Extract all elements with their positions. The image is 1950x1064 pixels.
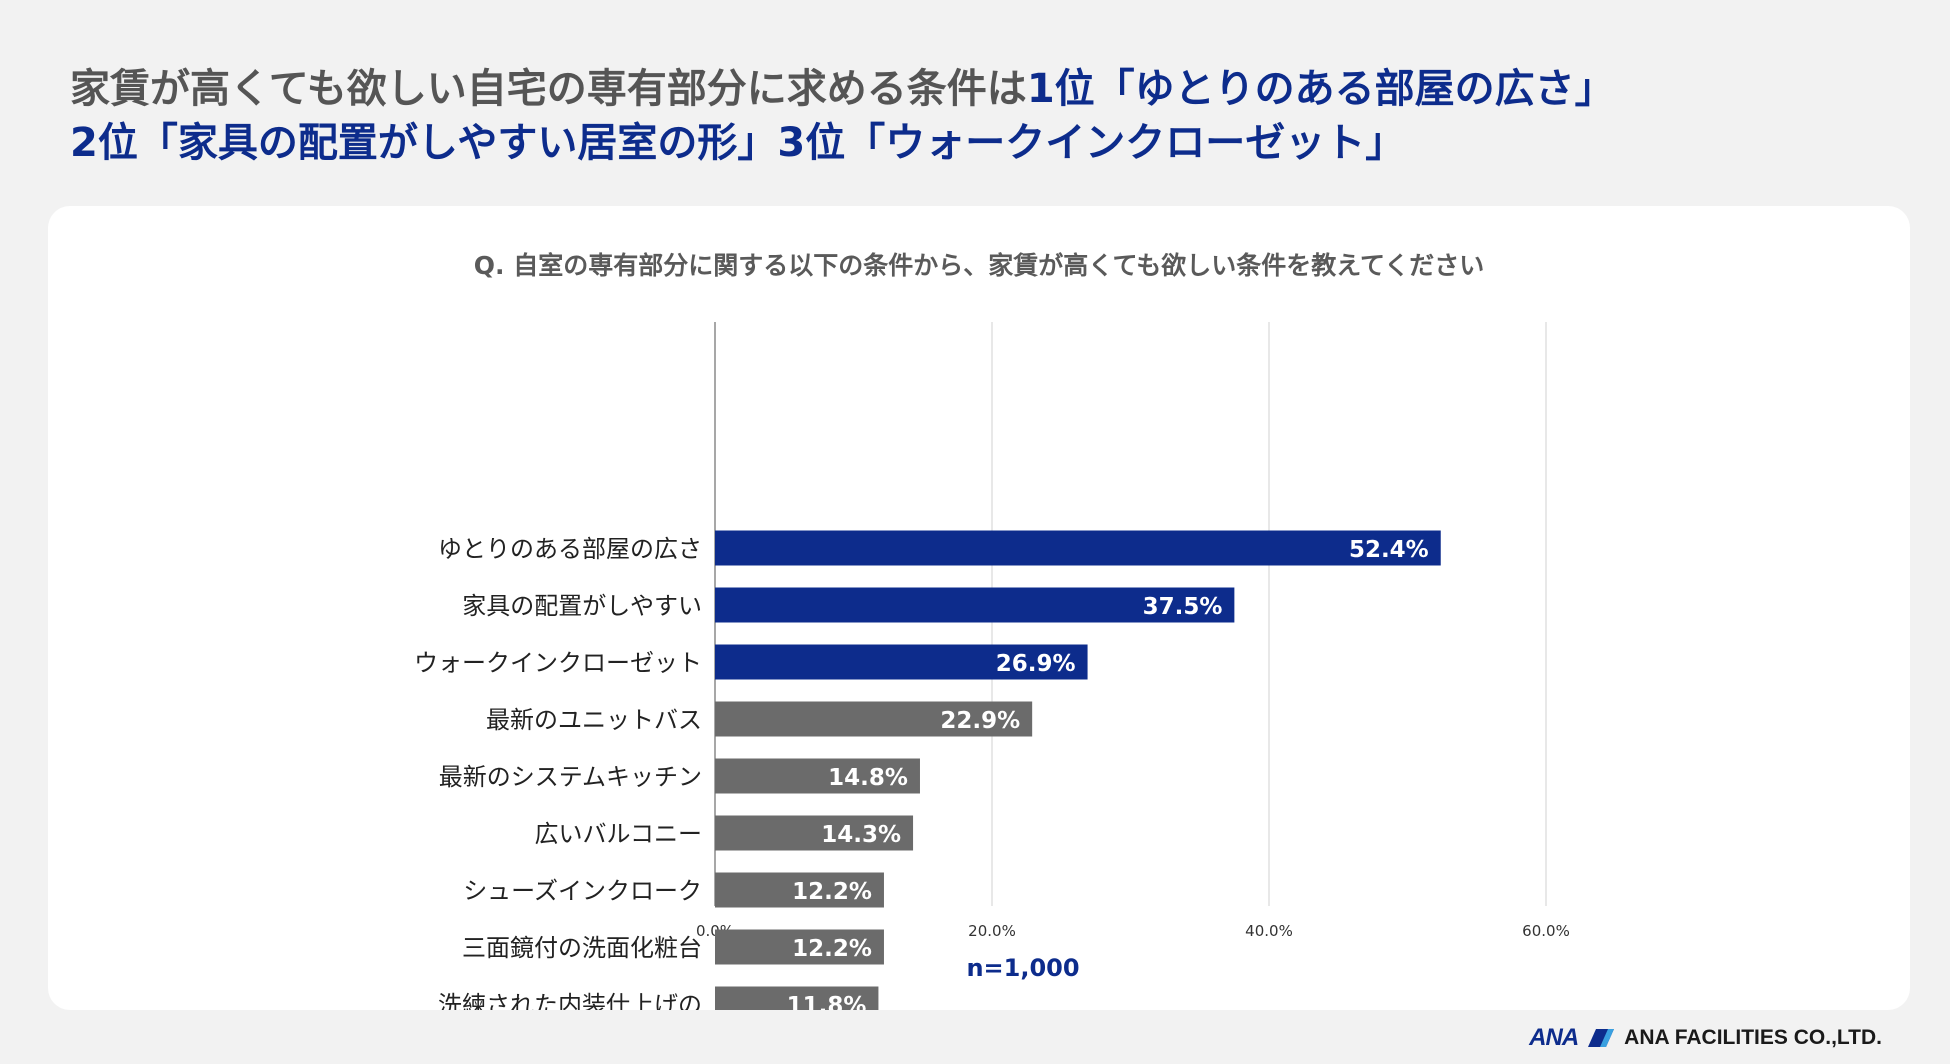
chart-card: Q. 自室の専有部分に関する以下の条件から、家賃が高くても欲しい条件を教えてくだ… [48,206,1910,1010]
bar [715,815,914,851]
bar-chart: 0.0%20.0%40.0%60.0%ゆとりのある部屋の広さ52.4%家具の配置… [414,322,1570,1010]
bar [715,701,1033,737]
value-label: 26.9% [996,651,1076,677]
category-label: ウォークインクローゼット [414,649,702,677]
bar [715,530,1441,566]
category-label: 三面鏡付の洗面化粧台 [462,934,702,962]
headline: 家賃が高くても欲しい自宅の専有部分に求める条件は1位「ゆとりのある部屋の広さ」 … [70,62,1890,170]
value-label: 14.3% [821,822,901,848]
headline-line-2: 2位「家具の配置がしやすい居室の形」3位「ウォークインクローゼット」 [70,120,1406,166]
category-label: 洗練された内装仕上げの [438,991,702,1010]
x-tick-label: 40.0% [1245,922,1293,940]
value-label: 52.4% [1349,537,1429,563]
value-label: 11.8% [787,993,867,1010]
company-logo: ANA ANA FACILITIES CO.,LTD. [1529,1024,1882,1052]
category-label: シューズインクローク [463,877,702,905]
ana-stripe-icon [1588,1029,1615,1047]
bar [715,587,1235,623]
ana-logo-mark: ANA [1529,1024,1579,1051]
category-label: 最新のユニットバス [486,706,702,734]
bar [715,929,884,965]
category-label: 広いバルコニー [534,820,702,848]
value-label: 22.9% [940,708,1020,734]
category-label: 家具の配置がしやすい [462,592,702,620]
bar [715,872,884,908]
headline-rank-1: 1位「ゆとりのある部屋の広さ」 [1026,66,1615,112]
headline-line-1: 家賃が高くても欲しい自宅の専有部分に求める条件は1位「ゆとりのある部屋の広さ」 [70,62,1890,116]
category-label: 最新のシステムキッチン [439,763,702,791]
value-label: 12.2% [792,936,872,962]
value-label: 12.2% [792,879,872,905]
company-name: ANA FACILITIES CO.,LTD. [1624,1026,1882,1049]
value-label: 14.8% [828,765,908,791]
headline-intro: 家賃が高くても欲しい自宅の専有部分に求める条件は [70,66,1027,112]
sample-size-label: n=1,000 [966,954,1080,982]
chart-title: Q. 自室の専有部分に関する以下の条件から、家賃が高くても欲しい条件を教えてくだ… [473,251,1485,280]
x-tick-label: 20.0% [968,922,1016,940]
category-label: ゆとりのある部屋の広さ [438,535,702,563]
bar [715,986,879,1010]
value-label: 37.5% [1143,594,1223,620]
x-tick-label: 60.0% [1522,922,1570,940]
bar [715,644,1088,680]
bar [715,758,920,794]
